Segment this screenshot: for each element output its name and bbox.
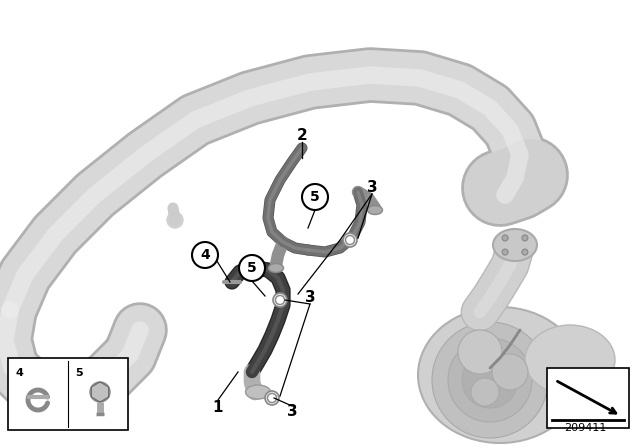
Circle shape xyxy=(432,322,548,438)
Circle shape xyxy=(448,338,532,422)
Circle shape xyxy=(458,330,502,374)
Circle shape xyxy=(343,233,357,247)
Circle shape xyxy=(275,296,285,305)
Circle shape xyxy=(492,354,528,390)
Text: 5: 5 xyxy=(75,368,83,378)
Circle shape xyxy=(502,249,508,255)
Circle shape xyxy=(273,293,287,307)
Text: 209411: 209411 xyxy=(564,423,606,433)
Text: 5: 5 xyxy=(247,261,257,275)
Ellipse shape xyxy=(367,206,383,215)
Circle shape xyxy=(239,255,265,281)
Circle shape xyxy=(167,212,183,228)
Ellipse shape xyxy=(418,307,582,443)
Circle shape xyxy=(346,236,355,245)
Ellipse shape xyxy=(246,385,271,399)
Circle shape xyxy=(462,352,518,408)
Circle shape xyxy=(268,393,276,402)
Text: 3: 3 xyxy=(305,290,316,306)
Circle shape xyxy=(471,378,499,406)
Circle shape xyxy=(90,382,110,402)
Circle shape xyxy=(502,235,508,241)
Circle shape xyxy=(302,184,328,210)
Bar xyxy=(8,358,128,430)
Bar xyxy=(547,368,629,428)
Ellipse shape xyxy=(525,325,615,395)
Text: 2: 2 xyxy=(296,129,307,143)
Text: 5: 5 xyxy=(310,190,320,204)
Ellipse shape xyxy=(493,229,537,261)
Text: 3: 3 xyxy=(287,405,298,419)
Text: 4: 4 xyxy=(200,248,210,262)
Circle shape xyxy=(522,235,528,241)
Circle shape xyxy=(265,391,279,405)
Circle shape xyxy=(192,242,218,268)
Ellipse shape xyxy=(269,263,284,272)
Text: 1: 1 xyxy=(212,401,223,415)
Text: 3: 3 xyxy=(367,181,378,195)
Text: 4: 4 xyxy=(15,368,23,378)
Circle shape xyxy=(522,249,528,255)
